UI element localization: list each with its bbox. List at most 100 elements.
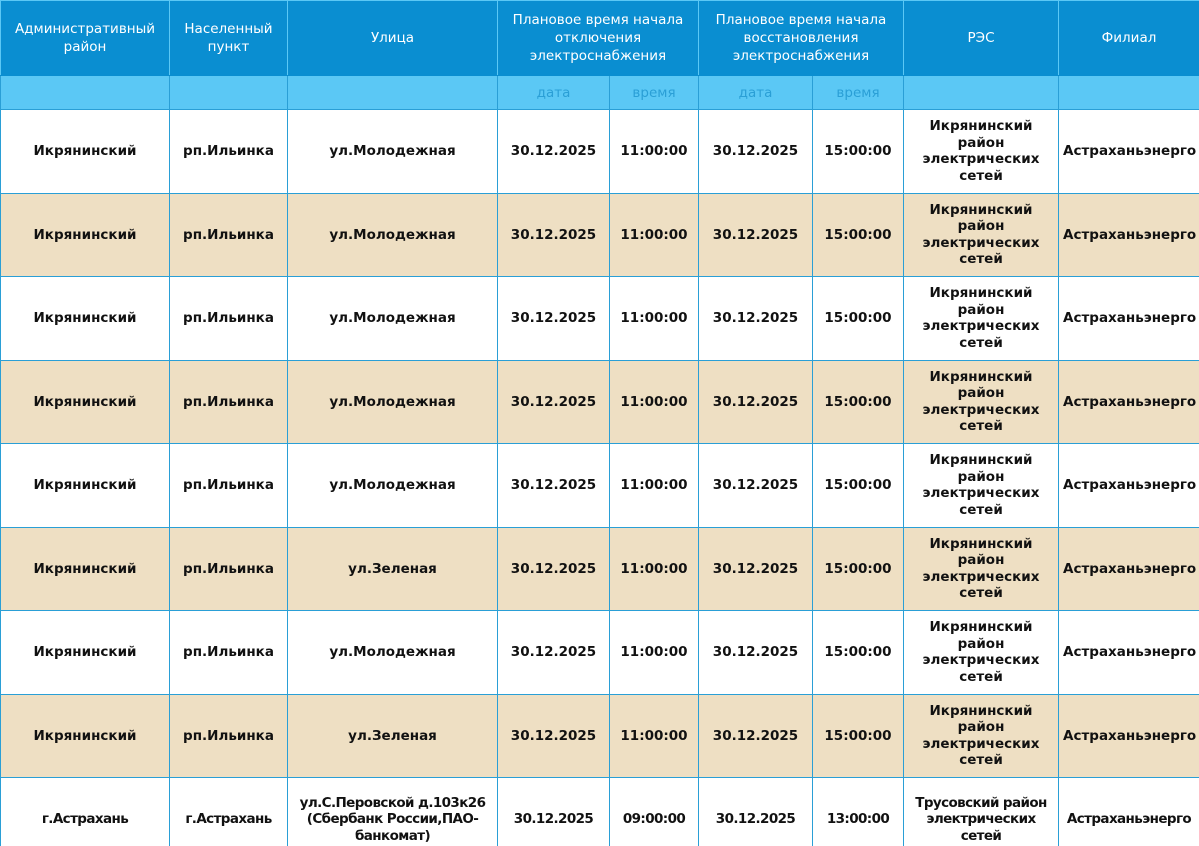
cell-off-date: 30.12.2025: [497, 359, 610, 444]
cell-off-time: 09:00:00: [609, 777, 699, 846]
cell-locality: рп.Ильинка: [169, 443, 288, 528]
subheader-empty: [169, 75, 288, 110]
cell-on-time: 15:00:00: [812, 359, 904, 444]
table-row: Икрянинский рп.Ильинка ул.Молодежная 30.12.…: [0, 610, 1199, 695]
cell-res: Икрянинский район электрических сетей: [903, 276, 1059, 361]
subheader-empty: [903, 75, 1059, 110]
cell-on-date: 30.12.2025: [698, 443, 813, 528]
cell-on-date: 30.12.2025: [698, 693, 813, 778]
cell-off-date: 30.12.2025: [497, 109, 610, 194]
cell-on-date: 30.12.2025: [698, 526, 813, 611]
cell-district: Икрянинский: [0, 192, 170, 277]
cell-street: ул.Молодежная: [287, 610, 498, 695]
cell-branch: Астраханьэнерго: [1058, 443, 1199, 528]
cell-on-date: 30.12.2025: [698, 610, 813, 695]
subheader-on-time: время: [812, 75, 904, 110]
cell-res: Икрянинский район электрических сетей: [903, 192, 1059, 277]
cell-branch: Астраханьэнерго: [1058, 526, 1199, 611]
cell-locality: рп.Ильинка: [169, 359, 288, 444]
cell-street: ул.Молодежная: [287, 276, 498, 361]
subheader-empty: [287, 75, 498, 110]
cell-on-date: 30.12.2025: [698, 192, 813, 277]
cell-district: Икрянинский: [0, 693, 170, 778]
cell-off-time: 11:00:00: [609, 526, 699, 611]
cell-on-date: 30.12.2025: [698, 276, 813, 361]
cell-on-time: 15:00:00: [812, 276, 904, 361]
header-branch: Филиал: [1058, 0, 1199, 76]
cell-off-date: 30.12.2025: [497, 526, 610, 611]
table-row: г.Астрахань г.Астрахань ул.С.Перовской д.1…: [0, 777, 1199, 846]
cell-on-date: 30.12.2025: [698, 109, 813, 194]
cell-district: Икрянинский: [0, 526, 170, 611]
table-row: Икрянинский рп.Ильинка ул.Молодежная 30.12.…: [0, 109, 1199, 194]
cell-district: Икрянинский: [0, 610, 170, 695]
cell-off-date: 30.12.2025: [497, 693, 610, 778]
subheader-off-time: время: [609, 75, 699, 110]
cell-branch: Астраханьэнерго: [1058, 777, 1199, 846]
cell-off-date: 30.12.2025: [497, 610, 610, 695]
subheader-off-date: дата: [497, 75, 610, 110]
table-row: Икрянинский рп.Ильинка ул.Молодежная 30.12.…: [0, 443, 1199, 528]
subheader-empty: [0, 75, 170, 110]
table-row: Икрянинский рп.Ильинка ул.Молодежная 30.12.…: [0, 359, 1199, 444]
header-district: Административный район: [0, 0, 170, 76]
header-restore-start: Плановое время начала восстановления эле…: [698, 0, 904, 76]
cell-res: Икрянинский район электрических сетей: [903, 443, 1059, 528]
cell-branch: Астраханьэнерго: [1058, 359, 1199, 444]
cell-res: Икрянинский район электрических сетей: [903, 109, 1059, 194]
cell-off-date: 30.12.2025: [497, 276, 610, 361]
cell-locality: рп.Ильинка: [169, 526, 288, 611]
cell-branch: Астраханьэнерго: [1058, 610, 1199, 695]
cell-off-time: 11:00:00: [609, 276, 699, 361]
cell-on-time: 15:00:00: [812, 109, 904, 194]
cell-res: Икрянинский район электрических сетей: [903, 526, 1059, 611]
cell-off-time: 11:00:00: [609, 109, 699, 194]
cell-street: ул.Зеленая: [287, 693, 498, 778]
cell-on-time: 15:00:00: [812, 610, 904, 695]
cell-on-time: 15:00:00: [812, 443, 904, 528]
cell-on-time: 15:00:00: [812, 192, 904, 277]
header-street: Улица: [287, 0, 498, 76]
cell-off-date: 30.12.2025: [497, 192, 610, 277]
subheader-empty: [1058, 75, 1199, 110]
cell-locality: г.Астрахань: [169, 777, 288, 846]
cell-street: ул.Зеленая: [287, 526, 498, 611]
subheader-row: дата время дата время: [0, 75, 1199, 110]
cell-res: Икрянинский район электрических сетей: [903, 610, 1059, 695]
cell-district: Икрянинский: [0, 109, 170, 194]
header-locality: Населенный пункт: [169, 0, 288, 76]
header-res: РЭС: [903, 0, 1059, 76]
cell-off-date: 30.12.2025: [497, 443, 610, 528]
cell-on-time: 15:00:00: [812, 526, 904, 611]
cell-locality: рп.Ильинка: [169, 693, 288, 778]
cell-street: ул.Молодежная: [287, 443, 498, 528]
table-row: Икрянинский рп.Ильинка ул.Молодежная 30.12.…: [0, 276, 1199, 361]
cell-district: Икрянинский: [0, 443, 170, 528]
cell-locality: рп.Ильинка: [169, 276, 288, 361]
cell-off-time: 11:00:00: [609, 610, 699, 695]
cell-off-time: 11:00:00: [609, 192, 699, 277]
cell-district: г.Астрахань: [0, 777, 170, 846]
cell-district: Икрянинский: [0, 276, 170, 361]
cell-district: Икрянинский: [0, 359, 170, 444]
cell-branch: Астраханьэнерго: [1058, 693, 1199, 778]
subheader-on-date: дата: [698, 75, 813, 110]
cell-res: Трусовский район электрических сетей: [903, 777, 1059, 846]
cell-on-date: 30.12.2025: [698, 359, 813, 444]
cell-locality: рп.Ильинка: [169, 192, 288, 277]
table-row: Икрянинский рп.Ильинка ул.Зеленая 30.12.202…: [0, 526, 1199, 611]
cell-res: Икрянинский район электрических сетей: [903, 359, 1059, 444]
cell-off-date: 30.12.2025: [497, 777, 610, 846]
table-row: Икрянинский рп.Ильинка ул.Молодежная 30.12.…: [0, 192, 1199, 277]
cell-street: ул.Молодежная: [287, 359, 498, 444]
cell-locality: рп.Ильинка: [169, 610, 288, 695]
cell-on-date: 30.12.2025: [698, 777, 813, 846]
cell-branch: Астраханьэнерго: [1058, 276, 1199, 361]
cell-street: ул.Молодежная: [287, 192, 498, 277]
cell-branch: Астраханьэнерго: [1058, 192, 1199, 277]
cell-on-time: 15:00:00: [812, 693, 904, 778]
header-off-start: Плановое время начала отключения электро…: [497, 0, 699, 76]
cell-on-time: 13:00:00: [812, 777, 904, 846]
cell-locality: рп.Ильинка: [169, 109, 288, 194]
